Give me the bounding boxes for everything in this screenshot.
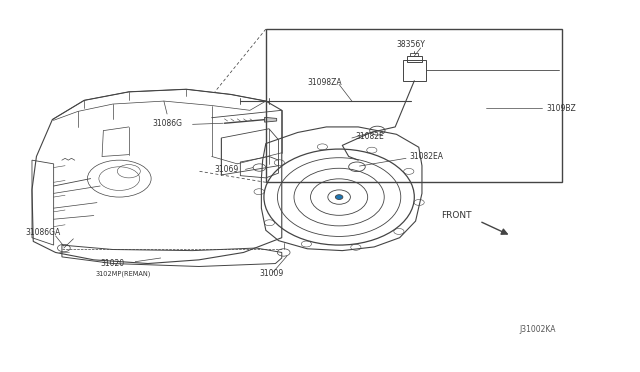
Text: 31020: 31020	[100, 259, 124, 268]
Text: 31098ZA: 31098ZA	[307, 78, 342, 87]
Text: 31082E: 31082E	[355, 132, 384, 141]
Text: 31009: 31009	[259, 269, 284, 278]
Text: J31002KA: J31002KA	[519, 326, 556, 334]
Text: 31086G: 31086G	[152, 119, 182, 128]
Text: FRONT: FRONT	[441, 211, 472, 220]
Text: 38356Y: 38356Y	[396, 41, 426, 49]
Bar	[406, 56, 422, 62]
Text: 31086GA: 31086GA	[26, 228, 61, 237]
Text: 31069: 31069	[215, 165, 239, 174]
Bar	[403, 61, 426, 81]
Text: 3109BZ: 3109BZ	[546, 104, 576, 113]
Text: 3102MP(REMAN): 3102MP(REMAN)	[96, 270, 151, 277]
Polygon shape	[264, 117, 276, 122]
Bar	[266, 29, 562, 182]
Bar	[410, 53, 418, 57]
Text: 31082EA: 31082EA	[409, 152, 444, 161]
Ellipse shape	[335, 195, 343, 199]
